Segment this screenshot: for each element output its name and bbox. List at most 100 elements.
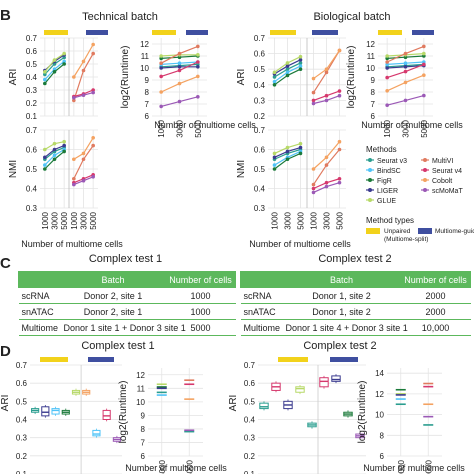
d-2-ari-chart: 0.1 0.2 0.3 0.4 0.5 0.6 0.7 ARI — [228, 361, 366, 474]
y-tick-label: 0.1 — [244, 470, 256, 474]
data-point — [403, 69, 408, 74]
x-tick-label: 5000 — [194, 119, 203, 137]
panel-title: Complex test 1 — [81, 340, 154, 352]
table-1-title: Complex test 1 — [88, 253, 163, 265]
guided-type-bar — [88, 357, 114, 362]
data-point — [177, 51, 182, 56]
batch-cell: Donor 1, site 2 — [282, 303, 401, 320]
y-tick-label: 0.7 — [254, 126, 266, 135]
y-axis-label: ARI — [236, 69, 247, 86]
table-header-batch: Batch — [282, 271, 401, 288]
guided-type-bar — [412, 30, 434, 35]
x-axis-label: Number of multiome cells — [363, 463, 465, 473]
y-axis-label: NMI — [236, 160, 247, 178]
legend-title: Methods — [366, 145, 397, 154]
x-tick-label: 10000 — [424, 459, 433, 474]
data-point — [177, 68, 182, 73]
data-point — [159, 90, 163, 94]
data-point — [403, 98, 408, 103]
b-bio-ari-chart: 0.2 0.3 0.4 0.5 0.6 0.7 ARI — [236, 34, 346, 121]
legend-type-line: Unpaired — [384, 228, 411, 235]
data-point — [298, 61, 303, 65]
data-point — [91, 51, 95, 56]
data-point — [324, 70, 329, 75]
row-label: snATAC — [240, 303, 283, 320]
x-axis-label: Number of multiome cells — [21, 239, 123, 249]
data-point — [385, 75, 389, 80]
box — [92, 429, 101, 437]
x-tick-label: 3000 — [176, 119, 185, 137]
y-tick-label: 7 — [141, 438, 146, 447]
y-tick-label: 0.5 — [16, 397, 28, 406]
data-point — [272, 83, 277, 87]
table-header-blank — [240, 271, 283, 288]
data-point — [72, 176, 76, 181]
data-point — [298, 141, 303, 146]
y-axis-label: ARI — [228, 395, 239, 412]
data-point — [81, 68, 86, 73]
x-tick-label: 1000 — [157, 119, 166, 137]
data-point — [62, 149, 66, 154]
data-point — [196, 60, 200, 64]
legend-label: Seurat v3 — [377, 158, 407, 165]
data-point — [52, 58, 57, 62]
y-tick-label: 9 — [141, 411, 146, 420]
data-point — [285, 67, 290, 71]
y-tick-label: 0.1 — [16, 470, 28, 474]
data-point — [385, 89, 389, 93]
data-point — [52, 157, 57, 162]
y-axis-label: ARI — [0, 395, 11, 412]
y-tick-label: 0.3 — [16, 434, 28, 443]
legend-subtitle: Method types — [366, 216, 414, 225]
y-tick-label: 0.2 — [16, 452, 28, 461]
y-tick-label: 0.5 — [26, 165, 38, 174]
data-point — [337, 180, 342, 185]
row-label: scRNA — [240, 287, 283, 304]
data-point — [177, 99, 182, 104]
y-tick-label: 8 — [380, 431, 385, 440]
legend-type-swatch — [418, 228, 432, 234]
data-point — [385, 66, 389, 70]
table-row: snATAC Donor 2, site 1 1000 — [18, 303, 236, 320]
guided-type-bar — [86, 30, 108, 35]
y-tick-label: 10 — [136, 398, 145, 407]
data-point — [43, 163, 47, 167]
legend-type-line: (Multiome-split) — [384, 236, 428, 243]
data-point — [159, 74, 163, 79]
y-tick-label: 0.4 — [254, 81, 266, 90]
table-2-title: Complex test 2 — [318, 253, 392, 265]
panel-title: Technical batch — [82, 11, 158, 23]
data-point — [311, 98, 316, 103]
data-point — [311, 190, 316, 195]
table-header-row: Batch Number of cells — [18, 271, 236, 288]
data-point — [91, 90, 95, 95]
x-tick-label: 3000 — [402, 119, 411, 137]
legend-swatch-dot — [423, 178, 427, 182]
data-point — [91, 136, 95, 140]
data-point — [52, 67, 57, 71]
panel-title: Complex test 2 — [303, 340, 376, 352]
legend-type-swatch — [366, 228, 380, 234]
table-header-blank — [18, 271, 61, 288]
data-point — [177, 81, 182, 86]
table-header-cells: Number of cells — [165, 271, 236, 288]
data-point — [159, 66, 163, 70]
x-tick-label: 1000 — [41, 211, 50, 229]
unpaired-type-bar — [278, 357, 308, 362]
legend-swatch-dot — [368, 198, 372, 202]
data-point — [91, 88, 95, 92]
methods-legend: Methods Seurat v3 MultiVI BindSC Seurat v4 Fi… — [366, 145, 474, 243]
y-axis-label: log2(Runtime) — [120, 46, 131, 109]
cells-cell: 1000 — [165, 303, 236, 320]
batch-cell: Donor 1 site 4 + Donor 3 site 1 — [282, 319, 408, 336]
x-tick-label: 3000 — [51, 211, 60, 229]
legend-label: GLUE — [377, 198, 396, 205]
data-point — [285, 145, 290, 150]
legend-swatch-dot — [368, 178, 372, 182]
cells-cell: 5000 — [165, 319, 236, 336]
x-tick-label: 3000 — [284, 211, 293, 229]
data-point — [285, 64, 290, 68]
panel-title: Biological batch — [313, 11, 390, 23]
legend-label: MultiVI — [432, 158, 453, 165]
